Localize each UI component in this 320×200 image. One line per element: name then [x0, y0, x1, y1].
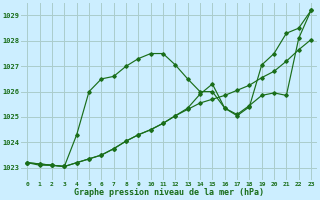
X-axis label: Graphe pression niveau de la mer (hPa): Graphe pression niveau de la mer (hPa)	[74, 188, 264, 197]
